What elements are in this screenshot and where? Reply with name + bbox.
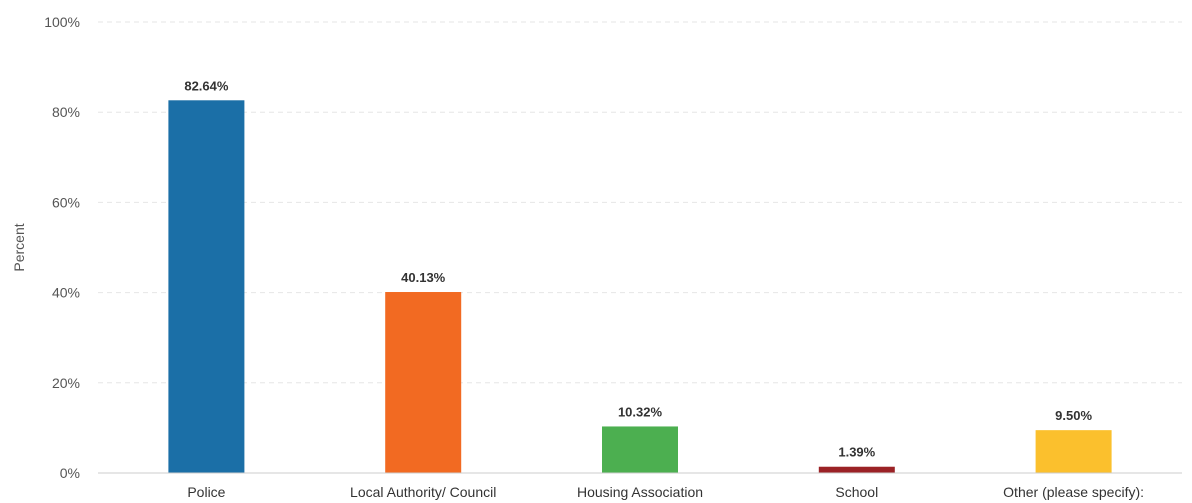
bar-value-label: 40.13%: [401, 270, 446, 285]
bar: [168, 100, 245, 473]
y-tick-label: 60%: [52, 194, 80, 210]
y-tick-label: 80%: [52, 104, 80, 120]
x-category-label: Local Authority/ Council: [350, 484, 496, 500]
bar-value-label: 10.32%: [618, 404, 663, 419]
x-axis-categories: Police Local Authority/ Council Housing As…: [187, 484, 1144, 500]
bar-value-label: 9.50%: [1055, 408, 1092, 423]
data-labels: 82.64% 40.13% 10.32% 1.39% 9.50%: [184, 78, 1092, 459]
y-tick-label: 20%: [52, 375, 80, 391]
bar-value-label: 82.64%: [184, 78, 229, 93]
y-tick-label: 0%: [60, 465, 80, 481]
x-category-label: Housing Association: [577, 484, 703, 500]
x-category-label: Police: [187, 484, 225, 500]
x-category-label: School: [835, 484, 878, 500]
bars: [168, 100, 1112, 473]
bar: [602, 426, 678, 473]
gridlines: [98, 21, 1182, 384]
y-axis-label: Percent: [11, 223, 27, 271]
y-axis-ticks: 0% 20% 40% 60% 80% 100%: [44, 14, 80, 481]
bar: [385, 292, 462, 473]
bar-value-label: 1.39%: [838, 445, 875, 460]
x-category-label: Other (please specify):: [1003, 484, 1144, 500]
y-tick-label: 100%: [44, 14, 80, 30]
bar: [818, 466, 895, 473]
bar: [1035, 430, 1112, 473]
y-tick-label: 40%: [52, 285, 80, 301]
